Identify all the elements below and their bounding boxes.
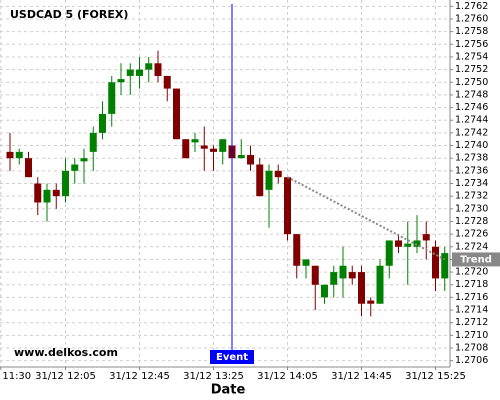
candle-body — [330, 272, 338, 285]
y-tick-label: 1.2714 — [455, 305, 488, 316]
candle-body — [348, 272, 356, 279]
event-label-box — [210, 350, 254, 364]
y-tick-label: 1.2726 — [455, 229, 488, 240]
y-tick-label: 1.2742 — [455, 127, 488, 138]
y-tick-label: 1.2736 — [455, 165, 488, 176]
candle-body — [265, 170, 273, 190]
candle-body — [126, 69, 134, 76]
candle-body — [200, 145, 208, 149]
candle-body — [71, 164, 79, 171]
candle-body — [25, 158, 32, 178]
y-tick-label: 1.2758 — [455, 26, 488, 37]
candle-body — [395, 240, 402, 247]
event-label: Event — [216, 352, 248, 363]
y-tick-label: 1.2760 — [455, 13, 488, 24]
y-tick-label: 1.2730 — [455, 203, 488, 214]
candle-body — [15, 151, 23, 159]
x-tick-label: 31/12 14:05 — [257, 371, 318, 382]
watermark: www.delkos.com — [14, 346, 118, 359]
y-tick-label: 1.2748 — [455, 89, 488, 100]
candle-body — [274, 170, 282, 178]
y-tick-label: 1.2762 — [455, 1, 488, 12]
candle-body — [385, 240, 393, 266]
candle-body — [256, 164, 264, 197]
candle-body — [163, 75, 171, 89]
candle-body — [173, 88, 180, 140]
candle-body — [404, 243, 412, 247]
candle-body — [108, 82, 116, 114]
y-tick-label: 1.2716 — [455, 292, 488, 303]
y-tick-label: 1.2720 — [455, 267, 488, 278]
x-axis-title: Date — [211, 383, 246, 398]
candle-body — [321, 284, 328, 298]
trend-label: Trend — [460, 254, 492, 265]
candle-body — [376, 265, 384, 304]
y-tick-label: 1.2754 — [455, 51, 488, 62]
x-tick-label: 31/12 12:05 — [35, 371, 96, 382]
candle-body — [99, 113, 106, 133]
candle-body — [34, 183, 42, 203]
candle-body — [311, 265, 319, 285]
candle-body — [80, 158, 88, 162]
candles — [6, 50, 449, 317]
y-tick-label: 1.2706 — [455, 355, 488, 366]
candle-body — [358, 272, 365, 304]
y-tick-label: 1.2710 — [455, 330, 488, 341]
y-tick-label: 1.2718 — [455, 279, 488, 290]
candle-body — [422, 234, 430, 241]
chart-title: USDCAD 5 (FOREX) — [10, 8, 128, 21]
y-tick-label: 1.2746 — [455, 102, 488, 113]
candle-body — [191, 139, 199, 143]
trend-label-box — [452, 252, 500, 267]
y-tick-label: 1.2724 — [455, 241, 488, 252]
candle-body — [43, 189, 51, 203]
x-tick-label: 31/12 15:25 — [405, 371, 466, 382]
x-tick-label: 31/12 13:25 — [183, 371, 244, 382]
candle-body — [237, 155, 245, 159]
x-tick-label: 31/12 12:45 — [109, 371, 170, 382]
y-tick-label: 1.2752 — [455, 64, 488, 75]
candle-body — [52, 189, 60, 197]
candle-body — [145, 63, 153, 70]
candle-body — [284, 177, 291, 235]
y-tick-label: 1.2750 — [455, 77, 488, 88]
overlays: Trend Event — [210, 4, 500, 364]
candle-body — [247, 155, 254, 165]
candle-body — [441, 253, 449, 279]
y-tick-label: 1.2738 — [455, 153, 488, 164]
candle-body — [367, 300, 375, 304]
candle-body — [62, 170, 69, 197]
candle-body — [219, 139, 227, 152]
candle-body — [154, 63, 162, 76]
x-tick-label: 31/12 11:30 — [0, 371, 31, 382]
candle-body — [210, 148, 217, 152]
candle-body — [339, 265, 347, 279]
y-tick-label: 1.2708 — [455, 343, 488, 354]
trend-line — [287, 176, 446, 261]
candle-body — [432, 246, 439, 279]
candle-body — [89, 132, 97, 152]
y-tick-label: 1.2756 — [455, 39, 488, 50]
y-tick-label: 1.2732 — [455, 191, 488, 202]
y-tick-label: 1.2712 — [455, 317, 488, 328]
y-tick-label: 1.2744 — [455, 115, 488, 126]
candle-body — [6, 151, 14, 159]
candle-body — [136, 69, 143, 76]
candle-body — [117, 79, 125, 83]
y-tick-label: 1.2728 — [455, 216, 488, 227]
candle-body — [302, 259, 310, 266]
x-tick-label: 31/12 14:45 — [331, 371, 392, 382]
y-tick-label: 1.2740 — [455, 140, 488, 151]
candle-body — [293, 234, 301, 266]
candle-body — [413, 240, 421, 247]
y-tick-label: 1.2734 — [455, 178, 488, 189]
candle-body — [182, 139, 190, 159]
